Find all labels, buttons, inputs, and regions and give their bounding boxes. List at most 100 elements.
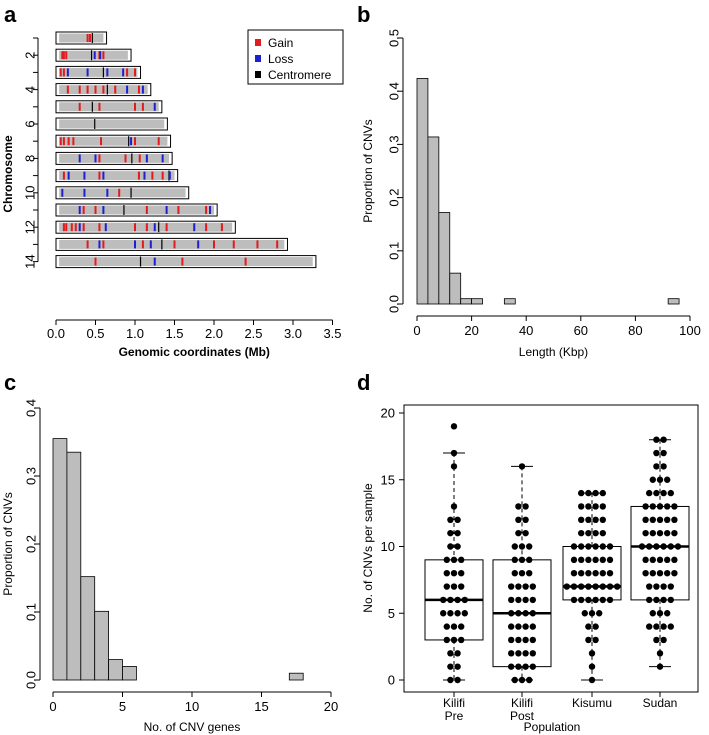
dot-1-1-3 — [529, 663, 536, 670]
chromosome-14-gain-0 — [94, 257, 97, 266]
dot-0-8-2 — [458, 570, 465, 577]
dot-0-7-2 — [458, 583, 465, 590]
dot-3-9-2 — [656, 556, 664, 564]
dot-0-3-0 — [443, 636, 450, 644]
dot-1-0-1 — [518, 676, 526, 684]
chromosome-9-gain-4 — [161, 171, 164, 180]
chromosome-2-gain-4 — [102, 51, 105, 60]
dot-2-12-1 — [585, 516, 592, 523]
dot-1-4-2 — [522, 623, 529, 630]
dot-0-9-2 — [458, 556, 465, 564]
dot-2-6-3 — [592, 596, 599, 604]
chromosome-12-gain-3 — [74, 223, 77, 232]
dot-2-14-1 — [585, 489, 592, 497]
dot-1-2-3 — [529, 650, 536, 657]
chromosome-14-loss-0 — [153, 257, 156, 266]
chromosome-13-gain-3 — [173, 240, 176, 249]
dot-3-12-1 — [649, 516, 656, 523]
chromosome-12-loss-0 — [78, 223, 81, 232]
chromosome-12-gain-0 — [62, 223, 65, 232]
x-tick-label-3: 60 — [574, 323, 588, 338]
dot-0-16-0 — [450, 463, 458, 470]
dot-3-12-3 — [664, 516, 671, 523]
x-axis-label: Genomic coordinates (Mb) — [119, 345, 270, 359]
chromosome-5-body — [59, 102, 159, 112]
dot-3-9-0 — [642, 556, 649, 564]
chromosome-13-loss-0 — [98, 240, 101, 249]
dot-0-5-0 — [440, 610, 447, 617]
chromosome-2-gain-2 — [65, 51, 68, 60]
dot-3-11-1 — [649, 529, 656, 537]
histogram-bar-5 — [471, 298, 483, 305]
legend-label-1: Loss — [268, 52, 293, 66]
chromosome-13-gain-2 — [141, 240, 144, 249]
chromosome-3-loss-2 — [106, 68, 109, 77]
dot-3-12-0 — [642, 516, 649, 523]
chromosome-5-gain-2 — [134, 102, 136, 111]
dot-0-0-1 — [454, 676, 461, 684]
dot-2-4-0 — [585, 623, 592, 630]
y-tick-label-3: 15 — [381, 472, 395, 487]
dot-2-8-5 — [606, 570, 614, 577]
y-tick-label-0: 0 — [388, 673, 395, 688]
legend-swatch-0 — [255, 39, 261, 46]
y-tick-label-3: 0.3 — [387, 135, 402, 153]
chromosome-13-gain-1 — [102, 240, 105, 249]
x-tick-label-7: 3.5 — [323, 326, 341, 341]
dot-2-10-3 — [592, 543, 599, 550]
dot-0-6-0 — [440, 596, 447, 604]
chromosome-13-loss-3 — [197, 240, 200, 249]
dot-2-1-0 — [588, 663, 596, 670]
x-tick-label-5: 2.5 — [244, 326, 262, 341]
chromosome-9-loss-0 — [67, 171, 70, 180]
dot-3-6-2 — [660, 596, 667, 604]
y-tick-label-1: 0.1 — [24, 603, 39, 621]
dot-3-18-0 — [653, 436, 660, 443]
histogram-bar-1 — [66, 451, 82, 681]
chromosome-7-gain-2 — [67, 137, 70, 146]
dot-2-7-0 — [563, 583, 570, 590]
chromosome-10-loss-2 — [106, 188, 109, 197]
histogram-bar-2 — [438, 212, 451, 305]
chromosome-8-loss-0 — [78, 154, 81, 163]
chromosome-2-loss-1 — [99, 51, 102, 60]
dot-3-5-0 — [649, 610, 656, 617]
dot-1-7-0 — [508, 583, 515, 590]
dot-3-4-0 — [646, 623, 653, 630]
chromosome-5-loss-0 — [153, 102, 156, 111]
histogram-bar-4 — [108, 659, 123, 681]
dot-3-12-4 — [671, 516, 678, 523]
x-tick-label-6: 3.0 — [284, 326, 302, 341]
chromosome-13-gain-7 — [276, 240, 279, 249]
legend-swatch-1 — [255, 55, 261, 62]
chromosome-13-body — [59, 239, 285, 249]
dot-2-8-4 — [599, 570, 606, 577]
dot-0-2-0 — [447, 650, 454, 657]
chromosome-3-body — [59, 67, 138, 77]
panel-a-chromosome-map: 0.0 0.5 1.0 1.5 2.0 2.5 3.0 3.5 Genomic coordina… — [1, 29, 344, 359]
x-tick-label-1: 0.5 — [86, 326, 104, 341]
dot-0-17-0 — [450, 449, 458, 457]
dot-3-10-2 — [653, 543, 660, 550]
chromosome-13-gain-5 — [232, 240, 235, 249]
chromosome-3-gain-2 — [126, 68, 129, 77]
chromosome-2-gain-0 — [61, 51, 64, 60]
box-3 — [630, 505, 690, 601]
dot-3-2-0 — [656, 650, 664, 657]
dot-3-15-2 — [664, 476, 671, 483]
dot-1-1-0 — [508, 663, 515, 670]
chromosome-8-loss-2 — [145, 154, 148, 163]
chromosome-12-gain-2 — [70, 223, 73, 232]
dot-1-13-0 — [515, 503, 522, 510]
chromosome-11-gain-0 — [82, 206, 85, 214]
dot-3-17-1 — [660, 449, 667, 457]
dot-3-11-2 — [656, 529, 664, 537]
panel-b-length-histogram: 0 20 40 60 80 100 Length (Kbp) 0.0 0.1 0.2 0.3 0.4 0… — [361, 29, 701, 359]
histogram-bar-7 — [667, 298, 680, 305]
dot-1-7-2 — [522, 583, 529, 590]
dot-2-10-5 — [606, 543, 614, 550]
dot-0-11-0 — [447, 529, 454, 537]
chromosome-3-loss-3 — [122, 68, 125, 77]
dot-3-13-1 — [649, 503, 656, 510]
